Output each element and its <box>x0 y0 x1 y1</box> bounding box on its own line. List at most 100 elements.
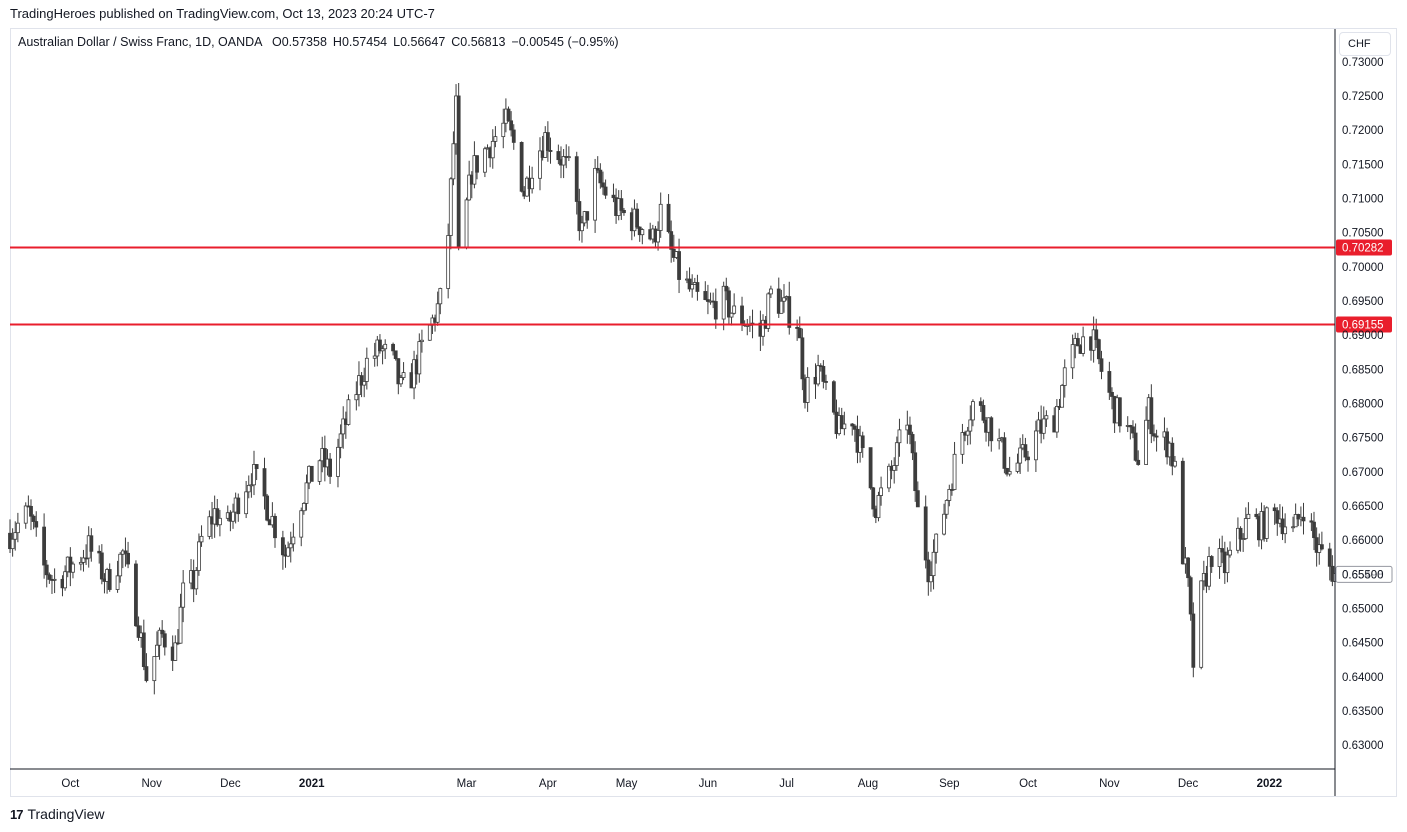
candle-body[interactable] <box>71 563 75 573</box>
candle-body[interactable] <box>420 339 424 343</box>
candle-body[interactable] <box>15 522 20 534</box>
candle-body[interactable] <box>265 495 270 521</box>
candle-body[interactable] <box>892 465 897 471</box>
candle-body[interactable] <box>304 482 309 504</box>
candle-body[interactable] <box>396 358 401 385</box>
candle-body[interactable] <box>1236 527 1240 551</box>
candle-body[interactable] <box>1033 430 1038 461</box>
candle-body[interactable] <box>640 229 645 236</box>
candle-body[interactable] <box>1144 419 1148 465</box>
candle-body[interactable] <box>288 543 293 549</box>
candle-body[interactable] <box>1254 513 1259 517</box>
candle-body[interactable] <box>427 324 432 341</box>
candle-body[interactable] <box>876 495 881 519</box>
candle-body[interactable] <box>839 415 844 430</box>
candle-body[interactable] <box>706 299 710 302</box>
candle-body[interactable] <box>134 563 138 627</box>
candle-body[interactable] <box>155 644 159 657</box>
candle-body[interactable] <box>456 95 461 248</box>
candle-body[interactable] <box>1128 425 1133 428</box>
candle-body[interactable] <box>273 515 277 539</box>
candle-body[interactable] <box>448 178 453 236</box>
candle-body[interactable] <box>506 108 511 122</box>
candle-body[interactable] <box>971 401 975 421</box>
candle-body[interactable] <box>31 515 36 522</box>
candle-body[interactable] <box>464 199 469 248</box>
candle-body[interactable] <box>724 285 729 292</box>
candle-body[interactable] <box>123 550 128 554</box>
candle-body[interactable] <box>490 140 495 159</box>
candle-body[interactable] <box>1054 406 1059 433</box>
candle-body[interactable] <box>871 487 876 510</box>
candle-body[interactable] <box>1170 442 1175 467</box>
candle-body[interactable] <box>887 465 891 489</box>
candle-body[interactable] <box>1228 549 1232 556</box>
candle-body[interactable] <box>215 508 220 526</box>
candle-body[interactable] <box>595 167 600 171</box>
candle-body[interactable] <box>1291 526 1295 529</box>
candle-body[interactable] <box>309 465 314 482</box>
candle-body[interactable] <box>1007 471 1012 475</box>
candle-body[interactable] <box>1107 371 1112 393</box>
candle-body[interactable] <box>328 458 332 477</box>
candle-body[interactable] <box>254 464 259 469</box>
candle-body[interactable] <box>894 442 899 466</box>
candle-body[interactable] <box>944 500 949 515</box>
candle-body[interactable] <box>1099 358 1104 372</box>
candle-body[interactable] <box>538 150 542 179</box>
candle-body[interactable] <box>1149 397 1154 435</box>
candle-body[interactable] <box>545 132 550 151</box>
candle-body[interactable] <box>585 211 590 221</box>
candle-body[interactable] <box>1152 433 1156 437</box>
candle-body[interactable] <box>1136 459 1141 465</box>
candle-body[interactable] <box>782 297 786 302</box>
candle-body[interactable] <box>1173 460 1177 467</box>
candle-body[interactable] <box>322 448 327 468</box>
candle-body[interactable] <box>1225 554 1230 574</box>
candle-body[interactable] <box>703 291 708 300</box>
candle-body[interactable] <box>1154 435 1159 438</box>
candle-body[interactable] <box>1207 556 1211 587</box>
candle-body[interactable] <box>1002 437 1007 469</box>
candle-body[interactable] <box>821 366 826 382</box>
candle-body[interactable] <box>860 435 865 449</box>
candle-body[interactable] <box>338 433 343 448</box>
candle-body[interactable] <box>399 377 403 385</box>
candle-body[interactable] <box>1186 557 1190 579</box>
candle-body[interactable] <box>1081 336 1086 354</box>
candle-body[interactable] <box>81 557 86 563</box>
candle-body[interactable] <box>1191 613 1196 668</box>
candle-body[interactable] <box>291 536 296 545</box>
candle-body[interactable] <box>1044 415 1049 420</box>
candle-body[interactable] <box>593 167 597 221</box>
candle-body[interactable] <box>1117 397 1122 427</box>
candle-body[interactable] <box>1188 577 1193 615</box>
candle-body[interactable] <box>141 632 146 667</box>
candle-body[interactable] <box>1018 447 1023 464</box>
candle-body[interactable] <box>635 208 639 228</box>
candle-body[interactable] <box>380 348 385 352</box>
candle-body[interactable] <box>1272 507 1277 512</box>
candle-body[interactable] <box>965 430 970 436</box>
candle-body[interactable] <box>713 301 718 320</box>
candle-body[interactable] <box>231 511 235 522</box>
candle-body[interactable] <box>475 155 479 173</box>
candle-body[interactable] <box>598 169 603 184</box>
candle-body[interactable] <box>144 666 149 682</box>
candle-body[interactable] <box>1091 329 1096 351</box>
candle-body[interactable] <box>1062 367 1067 386</box>
candle-body[interactable] <box>173 642 178 661</box>
candle-body[interactable] <box>467 174 472 201</box>
candle-body[interactable] <box>879 487 883 496</box>
candle-body[interactable] <box>740 305 744 326</box>
candle-body[interactable] <box>658 203 663 231</box>
candle-body[interactable] <box>910 434 915 454</box>
candle-body[interactable] <box>29 505 33 517</box>
candle-body[interactable] <box>1293 514 1298 528</box>
candle-body[interactable] <box>157 629 162 646</box>
candle-body[interactable] <box>207 516 212 537</box>
candle-body[interactable] <box>249 484 254 487</box>
candle-body[interactable] <box>960 432 965 455</box>
candle-body[interactable] <box>89 535 94 552</box>
candle-body[interactable] <box>556 151 561 161</box>
